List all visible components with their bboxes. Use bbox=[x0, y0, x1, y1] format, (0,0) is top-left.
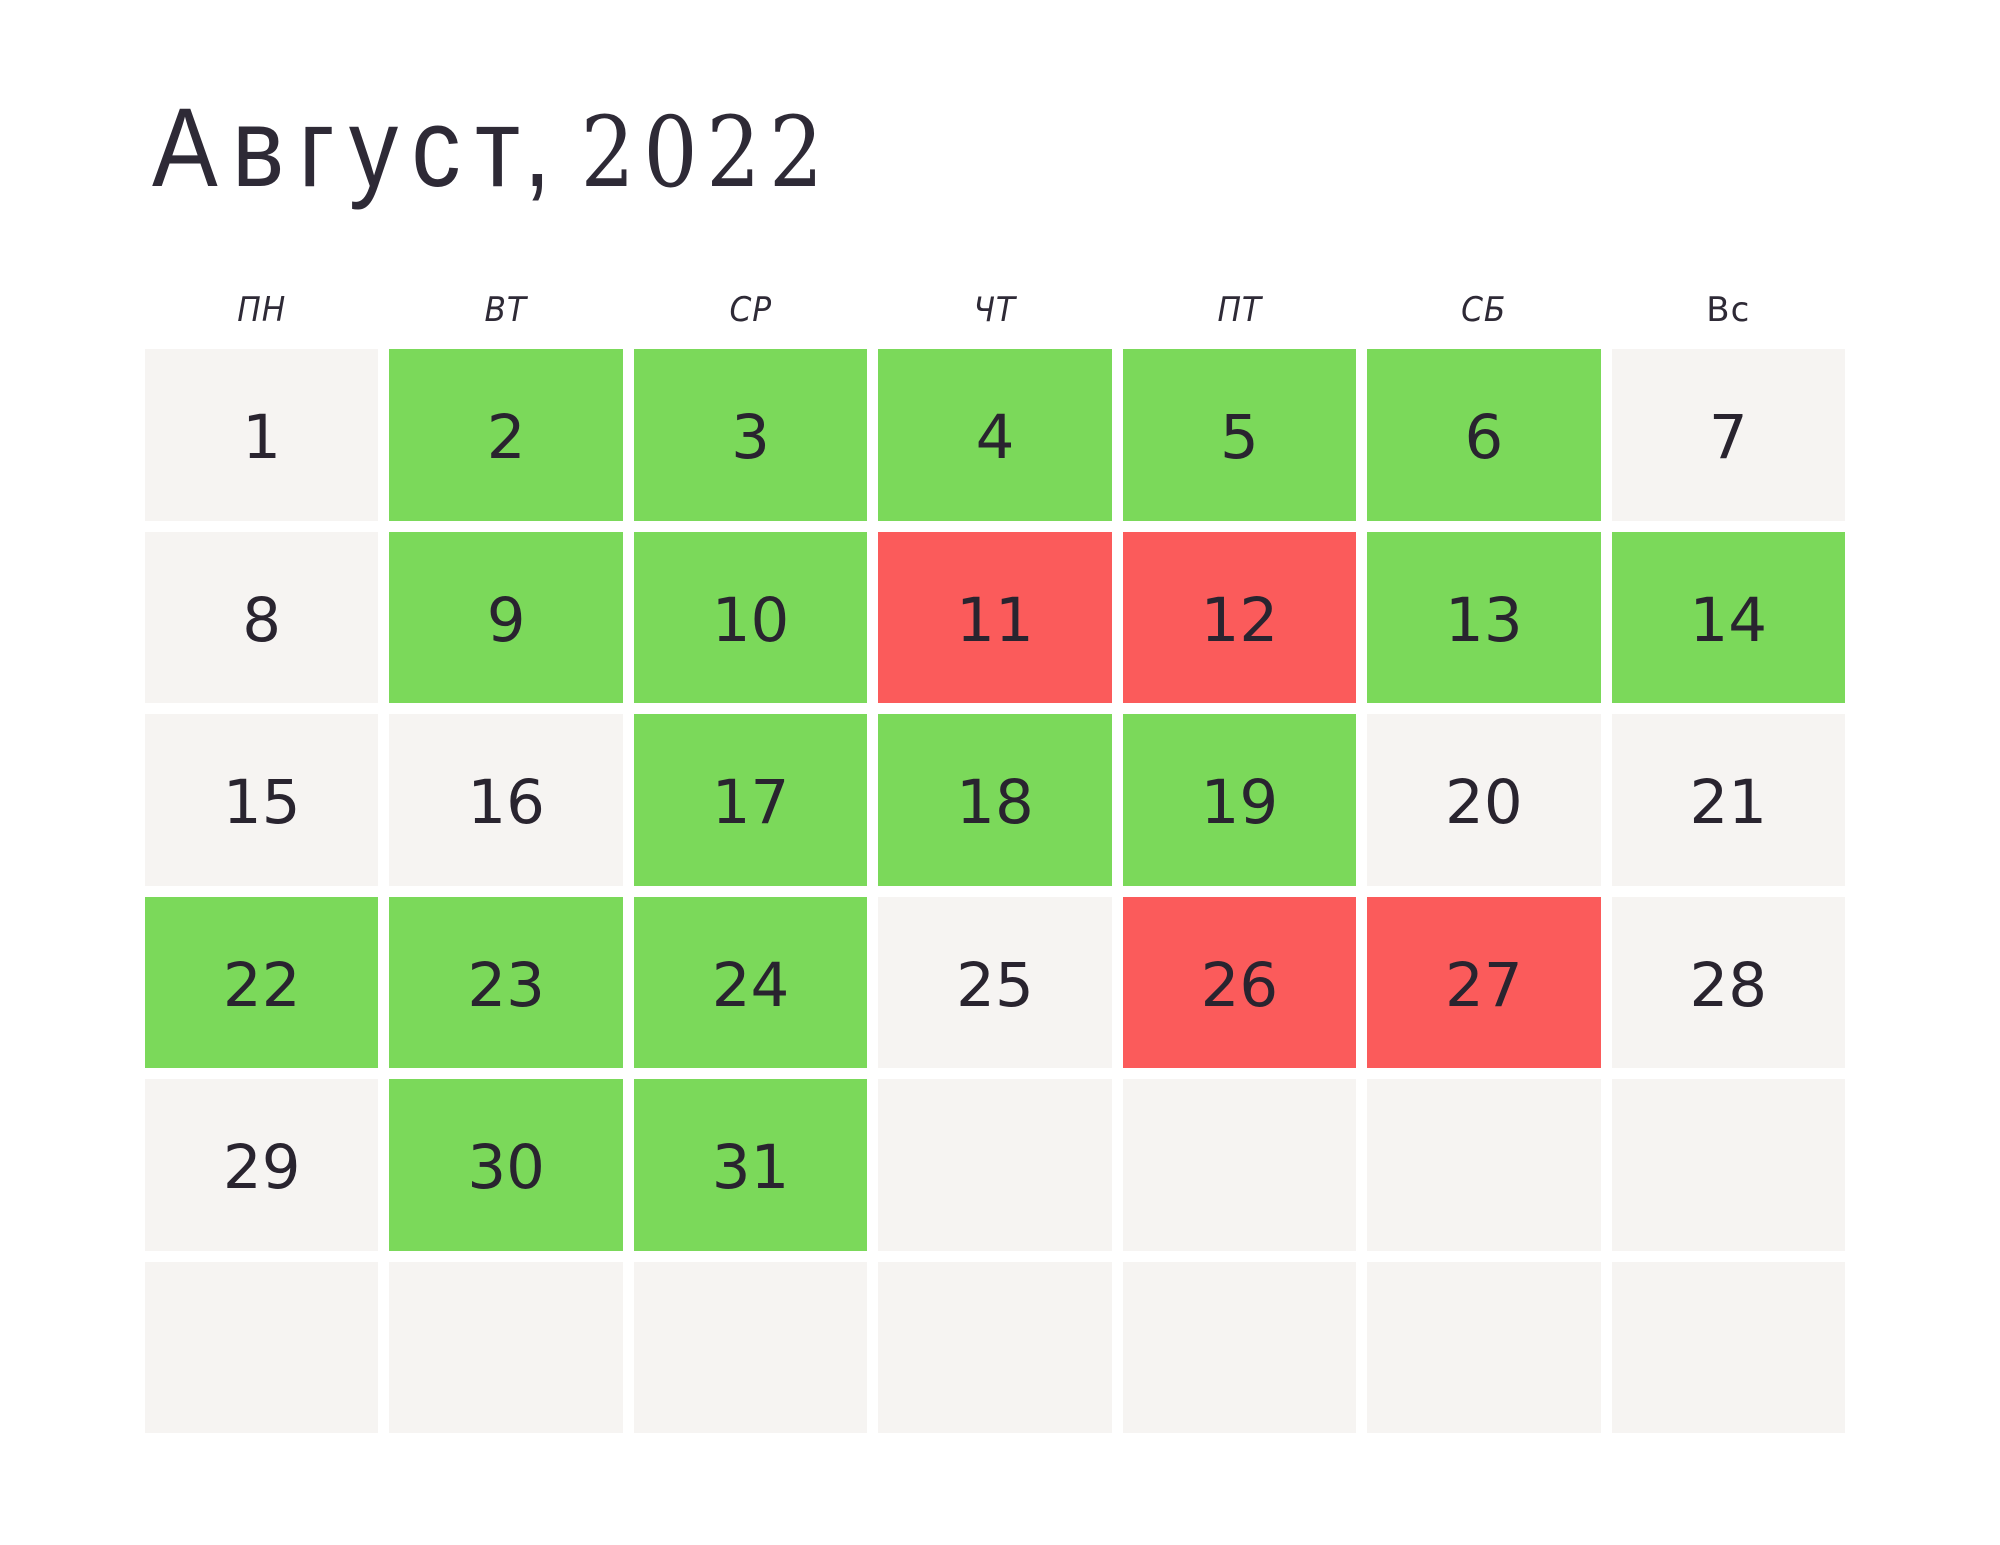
day-cell-28: 28 bbox=[1611, 896, 1845, 1068]
empty-cell bbox=[878, 1261, 1112, 1433]
page-title: Август, 2022 bbox=[152, 92, 832, 204]
day-number: 31 bbox=[711, 1132, 790, 1204]
day-cell-8: 8 bbox=[145, 531, 379, 703]
day-number: 9 bbox=[486, 584, 526, 656]
day-number: 27 bbox=[1445, 949, 1523, 1021]
day-cell-7: 7 bbox=[1611, 349, 1845, 521]
day-number: 11 bbox=[956, 584, 1034, 656]
day-number: 2 bbox=[486, 402, 526, 474]
day-number: 3 bbox=[731, 402, 770, 474]
day-cell-21: 21 bbox=[1611, 714, 1845, 886]
day-number: 14 bbox=[1689, 584, 1768, 656]
day-cell-6: 6 bbox=[1367, 349, 1601, 521]
empty-cell bbox=[1367, 1261, 1601, 1433]
day-cell-2: 2 bbox=[389, 349, 623, 521]
empty-cell bbox=[389, 1261, 623, 1433]
day-cell-20: 20 bbox=[1367, 714, 1601, 886]
calendar-grid: 1 2 3 4 5 6 7 8 9 10 11 12 13 14 15 16 17 18 19 20 21 22 23 24 2… bbox=[145, 349, 1845, 1433]
empty-cell bbox=[1611, 1261, 1845, 1433]
day-cell-31: 31 bbox=[633, 1079, 868, 1251]
day-number: 26 bbox=[1200, 949, 1279, 1021]
day-number: 18 bbox=[956, 767, 1034, 839]
day-number: 28 bbox=[1689, 949, 1768, 1021]
weekday-thu: ЧТ bbox=[973, 290, 1017, 330]
day-number: 4 bbox=[975, 402, 1015, 474]
day-number: 8 bbox=[242, 584, 282, 656]
day-number: 12 bbox=[1200, 584, 1279, 656]
weekday-header-row: ПН ВТ СР ЧТ ПТ СБ Вс bbox=[145, 290, 1845, 330]
empty-cell bbox=[1122, 1079, 1357, 1251]
empty-cell bbox=[1611, 1079, 1845, 1251]
day-cell-9: 9 bbox=[389, 531, 623, 703]
weekday-sat: СБ bbox=[1461, 290, 1507, 330]
day-number: 17 bbox=[711, 767, 790, 839]
day-cell-10: 10 bbox=[633, 531, 868, 703]
empty-cell bbox=[1367, 1079, 1601, 1251]
day-number: 24 bbox=[711, 949, 790, 1021]
day-cell-25: 25 bbox=[878, 896, 1112, 1068]
weekday-wed: СР bbox=[729, 290, 772, 330]
day-cell-30: 30 bbox=[389, 1079, 623, 1251]
day-number: 6 bbox=[1464, 402, 1504, 474]
day-cell-14: 14 bbox=[1611, 531, 1845, 703]
day-cell-19: 19 bbox=[1122, 714, 1357, 886]
day-cell-11: 11 bbox=[878, 531, 1112, 703]
day-cell-3: 3 bbox=[633, 349, 868, 521]
day-number: 16 bbox=[467, 767, 545, 839]
weekday-fri: ПТ bbox=[1217, 290, 1262, 330]
empty-cell bbox=[1122, 1261, 1357, 1433]
empty-cell bbox=[878, 1079, 1112, 1251]
day-cell-12: 12 bbox=[1122, 531, 1357, 703]
title-year: 2022 bbox=[580, 96, 832, 209]
day-cell-5: 5 bbox=[1122, 349, 1357, 521]
day-number: 5 bbox=[1220, 402, 1259, 474]
day-cell-16: 16 bbox=[389, 714, 623, 886]
day-number: 30 bbox=[467, 1132, 545, 1204]
day-number: 20 bbox=[1445, 767, 1523, 839]
weekday-tue: ВТ bbox=[484, 290, 528, 330]
day-cell-27: 27 bbox=[1367, 896, 1601, 1068]
day-cell-22: 22 bbox=[145, 896, 379, 1068]
day-number: 13 bbox=[1445, 584, 1523, 656]
day-cell-24: 24 bbox=[633, 896, 868, 1068]
weekday-sun: Вс bbox=[1706, 290, 1751, 330]
weekday-mon: ПН bbox=[237, 290, 287, 330]
day-number: 22 bbox=[222, 949, 301, 1021]
day-cell-23: 23 bbox=[389, 896, 623, 1068]
day-number: 29 bbox=[222, 1132, 301, 1204]
empty-cell bbox=[145, 1261, 379, 1433]
day-cell-29: 29 bbox=[145, 1079, 379, 1251]
day-cell-4: 4 bbox=[878, 349, 1112, 521]
day-cell-15: 15 bbox=[145, 714, 379, 886]
day-number: 15 bbox=[222, 767, 301, 839]
day-number: 10 bbox=[711, 584, 790, 656]
empty-cell bbox=[633, 1261, 868, 1433]
day-cell-13: 13 bbox=[1367, 531, 1601, 703]
day-cell-17: 17 bbox=[633, 714, 868, 886]
day-cell-26: 26 bbox=[1122, 896, 1357, 1068]
day-number: 19 bbox=[1200, 767, 1279, 839]
day-number: 23 bbox=[467, 949, 545, 1021]
day-cell-18: 18 bbox=[878, 714, 1112, 886]
day-number: 7 bbox=[1708, 402, 1748, 474]
day-cell-1: 1 bbox=[145, 349, 379, 521]
day-number: 21 bbox=[1689, 767, 1768, 839]
title-month: Август, bbox=[152, 85, 566, 210]
day-number: 1 bbox=[242, 402, 282, 474]
day-number: 25 bbox=[956, 949, 1034, 1021]
